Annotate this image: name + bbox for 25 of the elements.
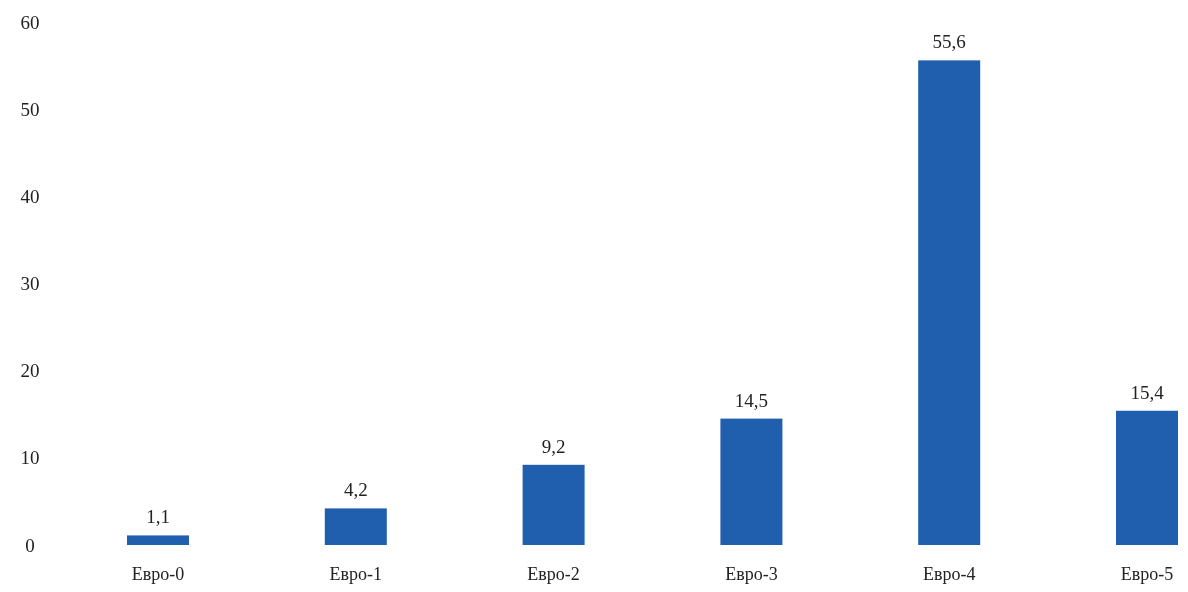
data-label: 4,2 xyxy=(343,479,368,501)
data-label: 14,5 xyxy=(734,389,769,411)
data-label: 1,1 xyxy=(146,506,170,528)
y-tick-label: 50 xyxy=(20,98,40,120)
bar xyxy=(127,535,189,545)
y-tick-label: 20 xyxy=(20,360,40,382)
y-tick-label: 40 xyxy=(20,185,40,207)
x-tick-label: Евро-4 xyxy=(922,564,976,584)
y-tick-label: 30 xyxy=(20,273,40,295)
y-tick-label: 0 xyxy=(25,534,35,556)
bar xyxy=(324,508,387,545)
x-tick-label: Евро-2 xyxy=(527,564,580,584)
x-tick-label: Евро-3 xyxy=(725,564,778,584)
bar xyxy=(522,464,585,545)
y-tick-label: 60 xyxy=(20,11,40,33)
data-label: 9,2 xyxy=(541,435,566,457)
bar xyxy=(720,418,783,545)
y-tick-label: 10 xyxy=(20,447,40,469)
bar xyxy=(1116,410,1178,545)
bar xyxy=(918,60,981,545)
x-tick-label: Евро-1 xyxy=(329,564,383,584)
data-label: 15,4 xyxy=(1130,381,1165,403)
x-tick-label: Евро-0 xyxy=(131,564,185,584)
data-label: 55,6 xyxy=(932,31,966,53)
x-tick-label: Евро-5 xyxy=(1120,564,1174,584)
